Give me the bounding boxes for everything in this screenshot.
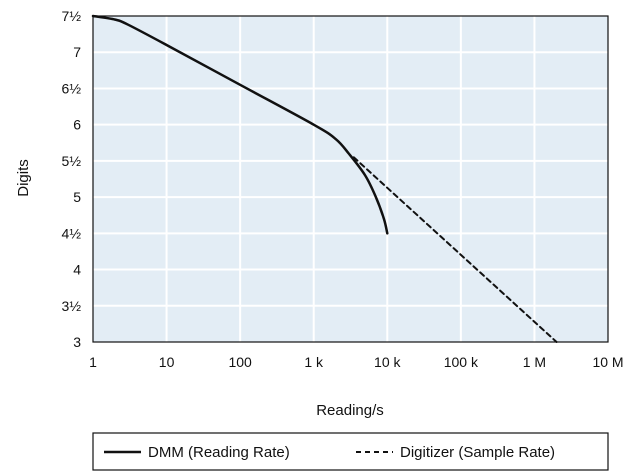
x-tick-label: 1 <box>89 354 97 370</box>
x-tick-label: 10 k <box>374 354 401 370</box>
y-tick-labels: 7½ 7 6½ 6 5½ 5 4½ 4 3½ 3 <box>62 8 82 350</box>
legend: DMM (Reading Rate) Digitizer (Sample Rat… <box>93 433 608 470</box>
y-tick-label: 5 <box>73 189 81 205</box>
y-tick-label: 4 <box>73 262 81 278</box>
plot-background <box>93 16 608 342</box>
y-tick-label: 4½ <box>62 225 82 241</box>
y-tick-label: 5½ <box>62 153 82 169</box>
x-tick-label: 1 k <box>304 354 324 370</box>
y-tick-label: 7 <box>73 44 81 60</box>
x-tick-label: 100 <box>228 354 252 370</box>
y-tick-label: 6 <box>73 117 81 133</box>
y-tick-label: 6½ <box>62 80 82 96</box>
legend-label-dmm: DMM (Reading Rate) <box>148 444 290 461</box>
y-tick-label: 7½ <box>62 8 82 24</box>
x-tick-label: 1 M <box>523 354 546 370</box>
x-axis-label: Reading/s <box>316 402 384 419</box>
x-tick-label: 100 k <box>444 354 479 370</box>
x-tick-labels: 1 10 100 1 k 10 k 100 k 1 M 10 M <box>89 354 623 370</box>
x-tick-label: 10 <box>159 354 175 370</box>
y-axis-label: Digits <box>15 159 32 197</box>
x-tick-label: 10 M <box>592 354 623 370</box>
legend-label-digitizer: Digitizer (Sample Rate) <box>400 444 555 461</box>
y-tick-label: 3½ <box>62 298 82 314</box>
y-tick-label: 3 <box>73 334 81 350</box>
